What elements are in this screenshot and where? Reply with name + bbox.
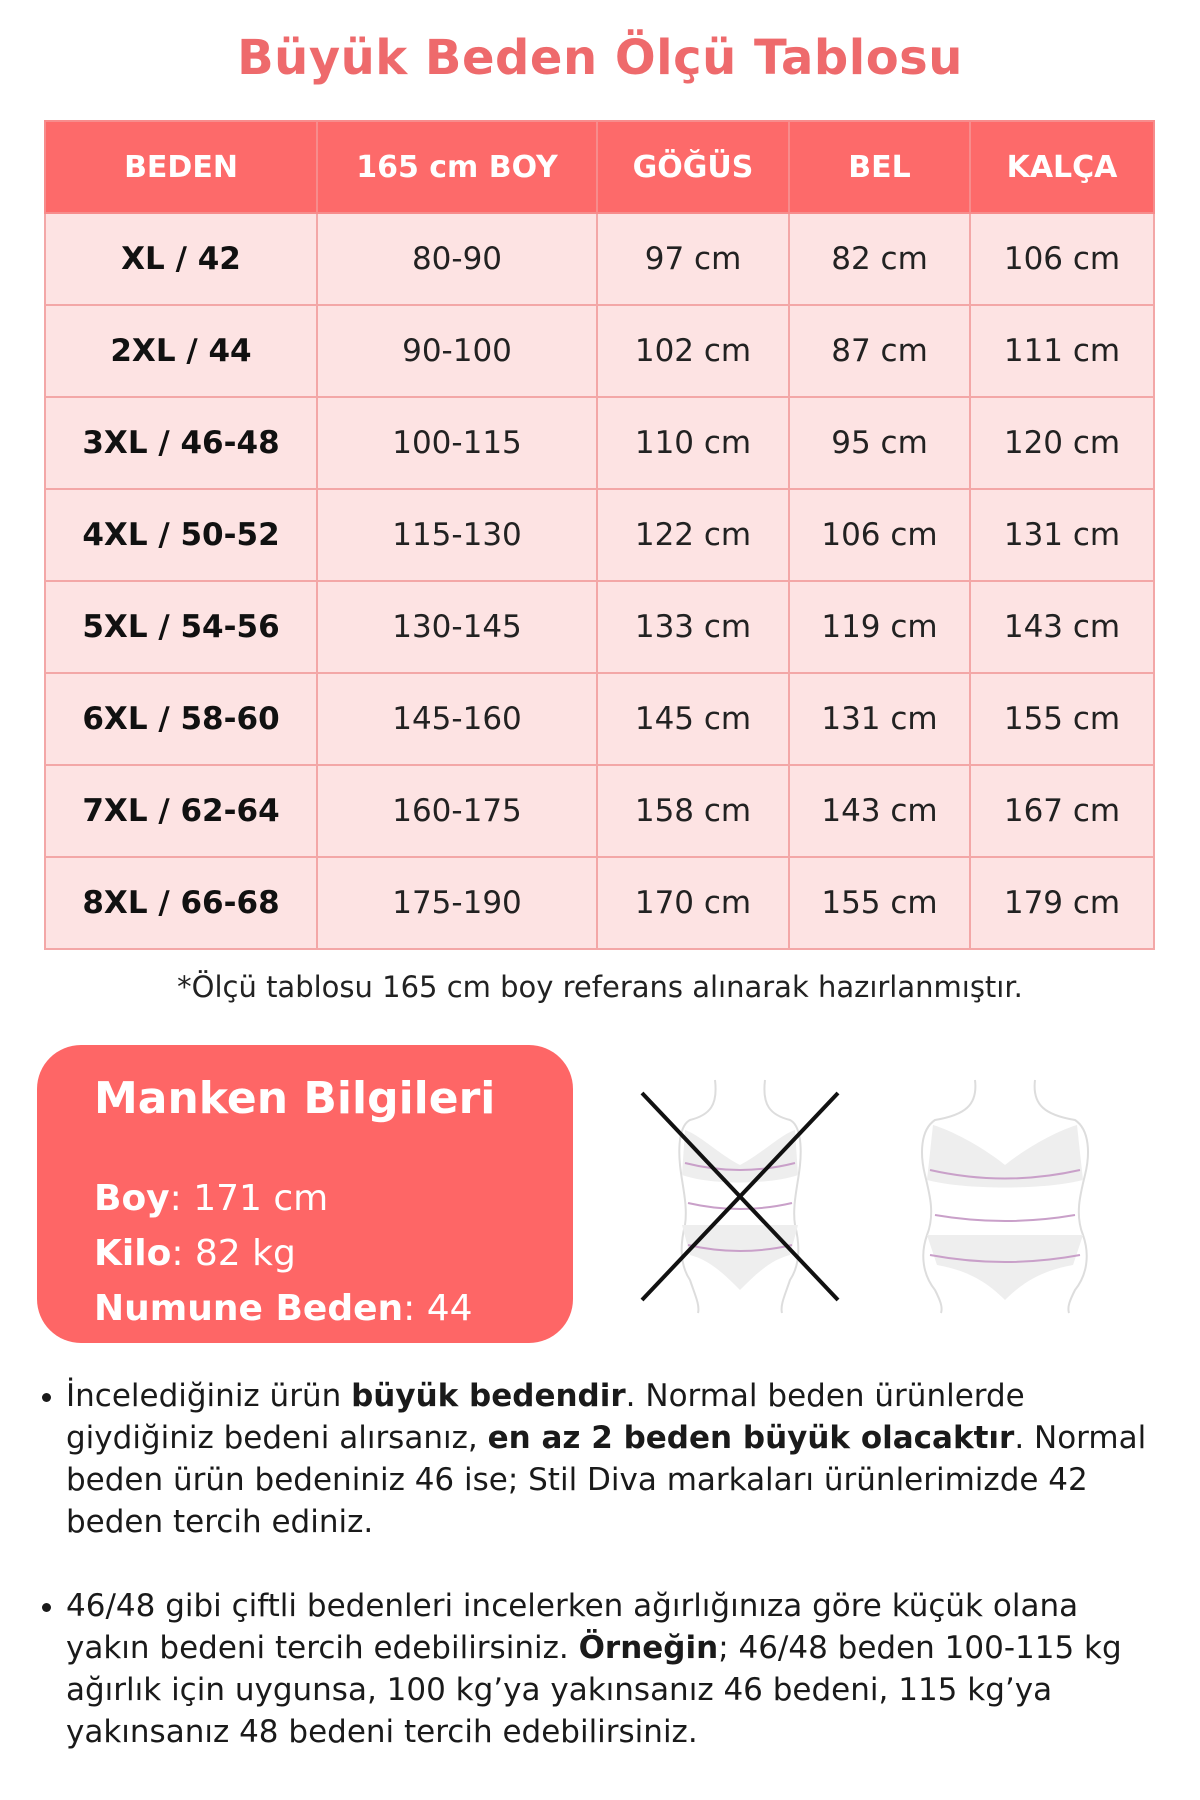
value-cell: 87 cm <box>788 304 971 398</box>
text: . Normal beden ürünlerde giydiğiniz bede… <box>66 1378 1025 1456</box>
body-outline-crossed-icon <box>640 1079 840 1314</box>
value-cell: 111 cm <box>969 304 1155 398</box>
model-weight: Kilo: 82 kg <box>94 1233 296 1274</box>
size-cell: XL / 42 <box>44 212 318 306</box>
column-header: BEDEN <box>44 120 318 214</box>
value-cell: 102 cm <box>596 304 790 398</box>
value-cell: 115-130 <box>316 488 598 582</box>
table-row: 2XL / 44 90-100 102 cm 87 cm 111 cm <box>44 304 1155 398</box>
value-cell: 90-100 <box>316 304 598 398</box>
size-cell: 8XL / 66-68 <box>44 856 318 950</box>
value: : 44 <box>403 1288 473 1329</box>
value-cell: 133 cm <box>596 580 790 674</box>
bold-text: Örneğin <box>578 1630 719 1666</box>
value-cell: 175-190 <box>316 856 598 950</box>
value-cell: 122 cm <box>596 488 790 582</box>
text: İncelediğiniz ürün <box>66 1378 352 1414</box>
size-cell: 6XL / 58-60 <box>44 672 318 766</box>
value-cell: 158 cm <box>596 764 790 858</box>
table-row: 6XL / 58-60 145-160 145 cm 131 cm 155 cm <box>44 672 1155 766</box>
value-cell: 155 cm <box>788 856 971 950</box>
value-cell: 131 cm <box>969 488 1155 582</box>
table-row: 4XL / 50-52 115-130 122 cm 106 cm 131 cm <box>44 488 1155 582</box>
column-header: KALÇA <box>969 120 1155 214</box>
page-title: Büyük Beden Ölçü Tablosu <box>237 30 963 86</box>
value: : 82 kg <box>171 1233 296 1274</box>
model-info-title: Manken Bilgileri <box>94 1073 496 1124</box>
value-cell: 110 cm <box>596 396 790 490</box>
value-cell: 160-175 <box>316 764 598 858</box>
value-cell: 167 cm <box>969 764 1155 858</box>
bullet-item: İncelediğiniz ürün büyük bedendir. Norma… <box>42 1375 1162 1543</box>
table-row: 8XL / 66-68 175-190 170 cm 155 cm 179 cm <box>44 856 1155 950</box>
value-cell: 170 cm <box>596 856 790 950</box>
info-bullets: İncelediğiniz ürün büyük bedendir. Norma… <box>42 1375 1162 1795</box>
value-cell: 119 cm <box>788 580 971 674</box>
table-header-row: BEDEN 165 cm BOY GÖĞÜS BEL KALÇA <box>44 120 1155 214</box>
value-cell: 131 cm <box>788 672 971 766</box>
value: : 171 cm <box>169 1178 329 1219</box>
value-cell: 97 cm <box>596 212 790 306</box>
body-outline-icon <box>921 1079 1089 1314</box>
column-header: BEL <box>788 120 971 214</box>
value-cell: 95 cm <box>788 396 971 490</box>
bullet-item: 46/48 gibi çiftli bedenleri incelerken a… <box>42 1585 1162 1753</box>
size-cell: 3XL / 46-48 <box>44 396 318 490</box>
value-cell: 80-90 <box>316 212 598 306</box>
model-sample-size: Numune Beden: 44 <box>94 1288 473 1329</box>
value-cell: 120 cm <box>969 396 1155 490</box>
size-cell: 5XL / 54-56 <box>44 580 318 674</box>
model-info-card: Manken Bilgileri Boy: 171 cm Kilo: 82 kg… <box>37 1045 573 1343</box>
value-cell: 82 cm <box>788 212 971 306</box>
table-row: XL / 42 80-90 97 cm 82 cm 106 cm <box>44 212 1155 306</box>
value-cell: 106 cm <box>788 488 971 582</box>
bold-text: en az 2 beden büyük olacaktır <box>487 1420 1015 1456</box>
bold-text: büyük bedendir <box>351 1378 626 1414</box>
size-cell: 7XL / 62-64 <box>44 764 318 858</box>
table-row: 7XL / 62-64 160-175 158 cm 143 cm 167 cm <box>44 764 1155 858</box>
text: ; 46/48 beden 100-115 kg ağırlık için uy… <box>66 1630 1122 1750</box>
model-height: Boy: 171 cm <box>94 1178 328 1219</box>
value-cell: 179 cm <box>969 856 1155 950</box>
value-cell: 145-160 <box>316 672 598 766</box>
table-row: 3XL / 46-48 100-115 110 cm 95 cm 120 cm <box>44 396 1155 490</box>
value-cell: 143 cm <box>969 580 1155 674</box>
label: Boy <box>94 1178 170 1219</box>
column-header: GÖĞÜS <box>596 120 790 214</box>
size-table: BEDEN 165 cm BOY GÖĞÜS BEL KALÇA XL / 42 80-9… <box>44 120 1155 950</box>
column-header: 165 cm BOY <box>316 120 598 214</box>
value-cell: 143 cm <box>788 764 971 858</box>
table-row: 5XL / 54-56 130-145 133 cm 119 cm 143 cm <box>44 580 1155 674</box>
label: Numune Beden <box>94 1288 404 1329</box>
size-cell: 2XL / 44 <box>44 304 318 398</box>
value-cell: 130-145 <box>316 580 598 674</box>
value-cell: 145 cm <box>596 672 790 766</box>
value-cell: 100-115 <box>316 396 598 490</box>
value-cell: 106 cm <box>969 212 1155 306</box>
size-cell: 4XL / 50-52 <box>44 488 318 582</box>
label: Kilo <box>94 1233 172 1274</box>
text: 46/48 gibi çiftli bedenleri incelerken a… <box>66 1588 1079 1666</box>
text: . Normal beden ürün bedeniniz 46 ise; St… <box>66 1420 1147 1540</box>
value-cell: 155 cm <box>969 672 1155 766</box>
footnote: *Ölçü tablosu 165 cm boy referans alınar… <box>177 970 1023 1004</box>
